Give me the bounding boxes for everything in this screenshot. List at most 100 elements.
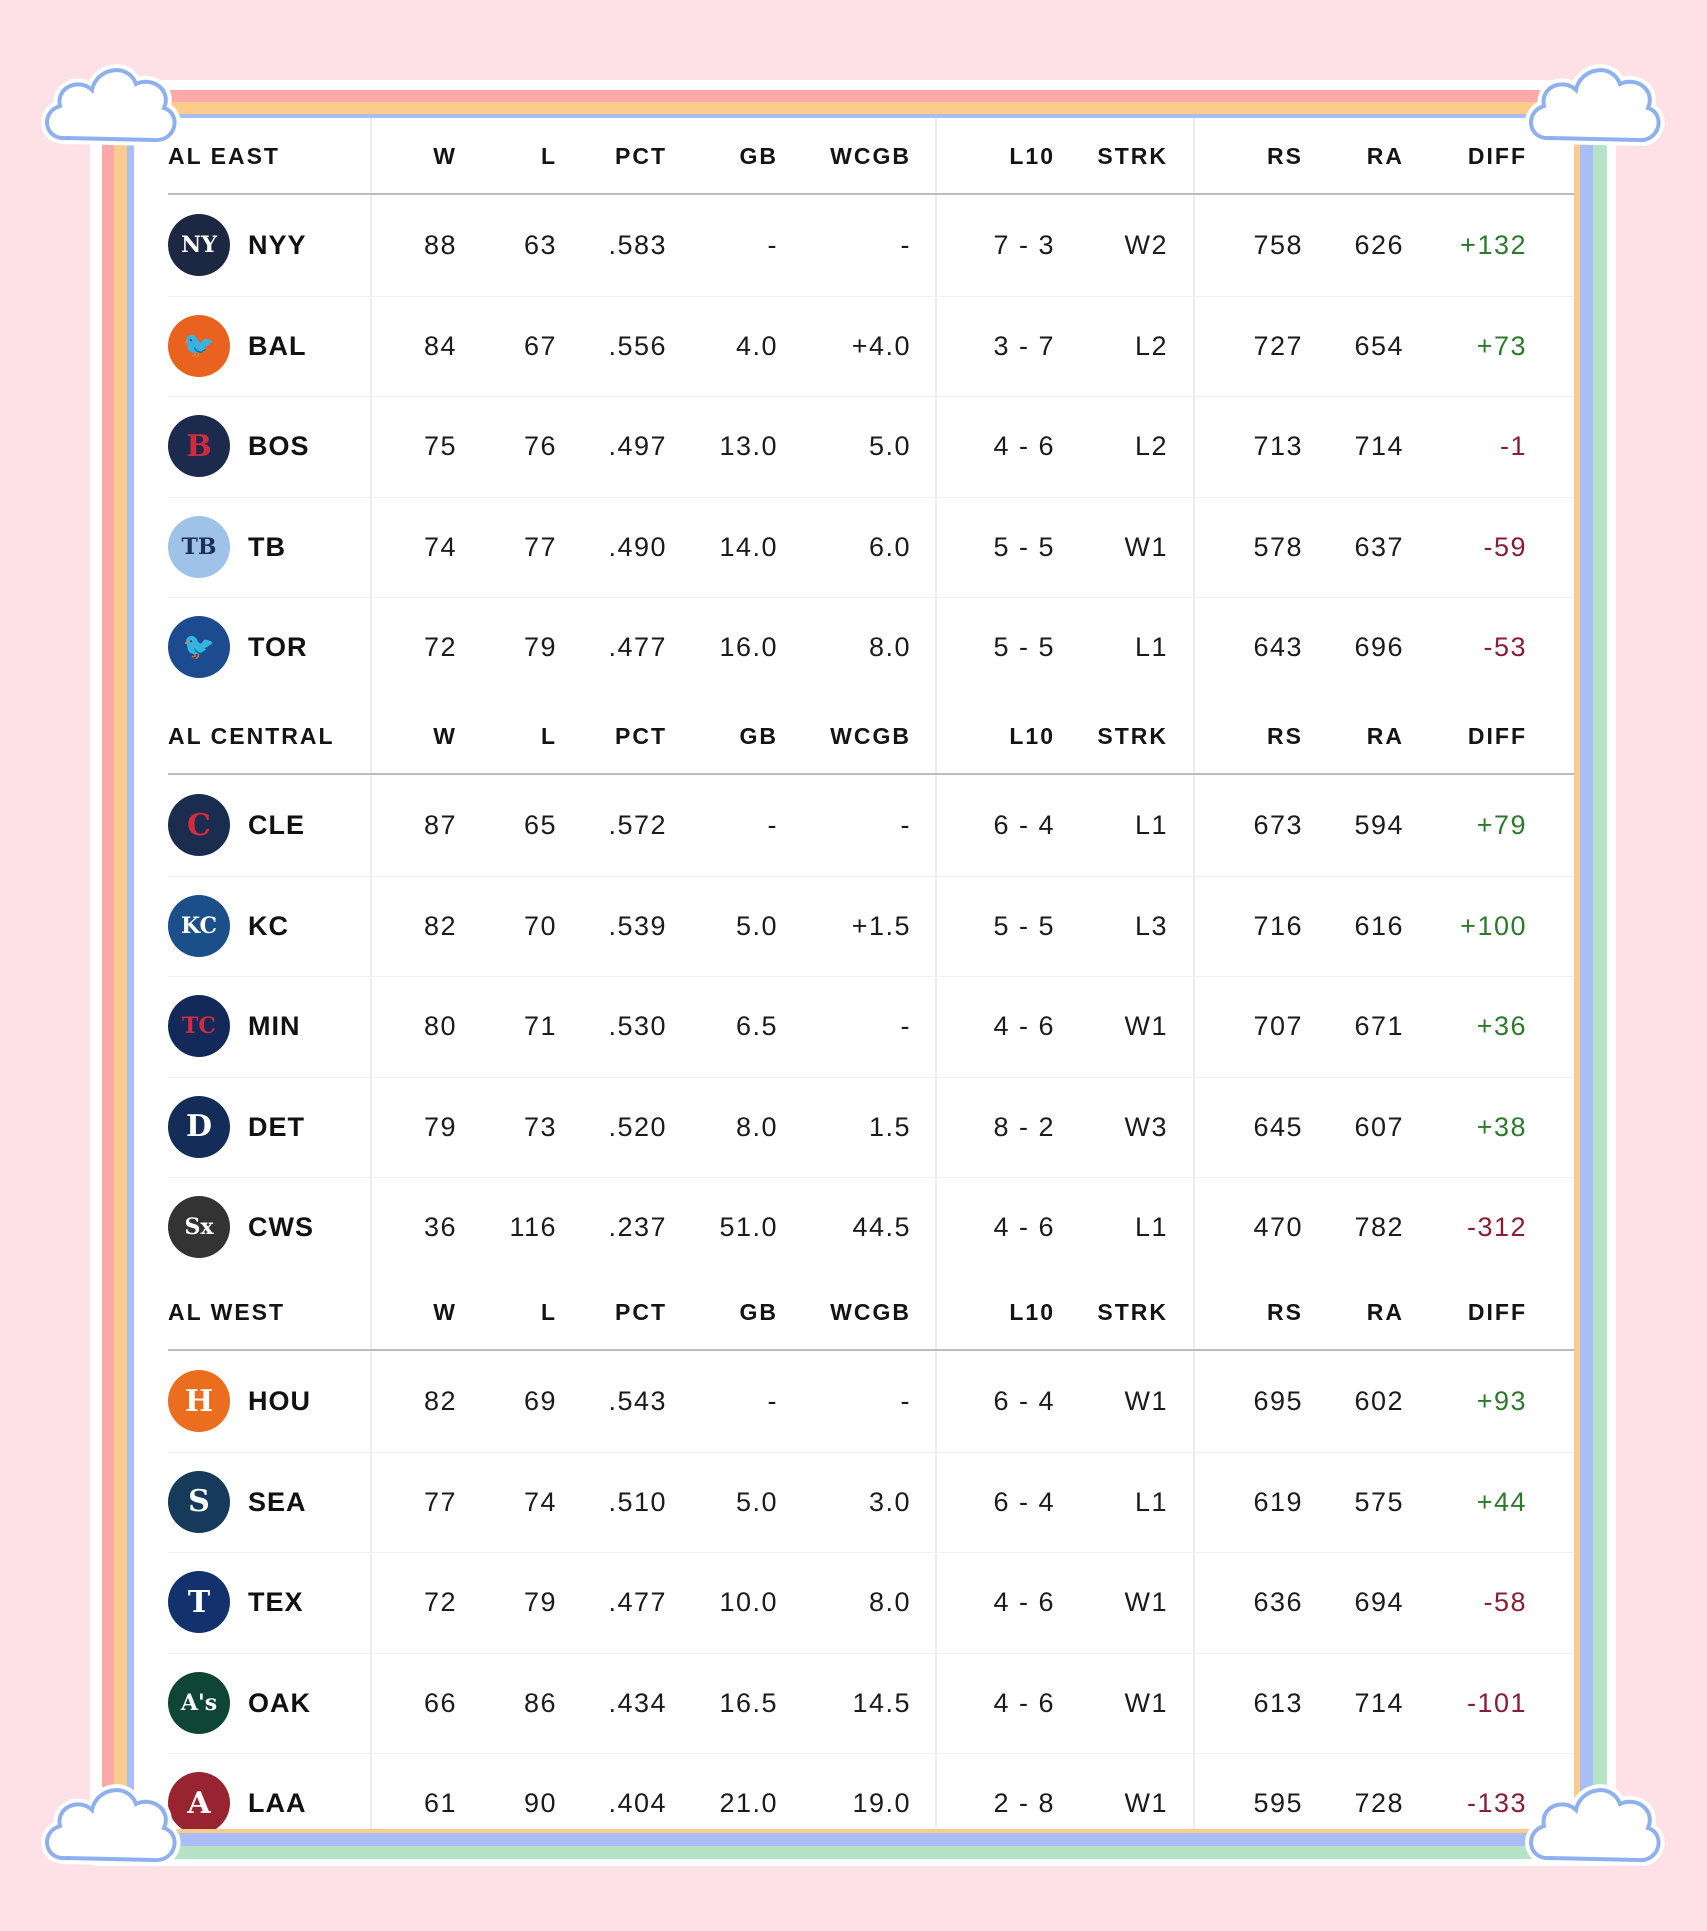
column-header-diff[interactable]: DIFF bbox=[1467, 723, 1527, 749]
cell-strk: L1 bbox=[1134, 1486, 1168, 1517]
cell-rs: 673 bbox=[1253, 810, 1303, 840]
column-header-l10[interactable]: L10 bbox=[1009, 723, 1055, 749]
column-header-w[interactable]: W bbox=[433, 143, 457, 169]
cell-strk: W1 bbox=[1124, 1687, 1168, 1718]
column-header-pct[interactable]: PCT bbox=[615, 1299, 667, 1325]
table-row-det[interactable]: D DET 79 73 .520 8.0 1.5 8 - 2 W3 645 607 +38 bbox=[134, 1076, 1574, 1177]
cell-gb: 14.0 bbox=[719, 531, 778, 562]
team-abbreviation[interactable]: KC bbox=[248, 910, 289, 941]
cell-wcgb: 44.5 bbox=[852, 1212, 911, 1242]
table-row-cws[interactable]: Sx CWS 36 116 .237 51.0 44.5 4 - 6 L1 470 782 -312 bbox=[134, 1177, 1574, 1277]
column-header-w[interactable]: W bbox=[433, 1299, 457, 1325]
team-abbreviation[interactable]: OAK bbox=[248, 1687, 311, 1718]
table-row-cle[interactable]: C CLE 87 65 .572 - - 6 - 4 L1 673 594 +79 bbox=[134, 775, 1574, 875]
division-header: AL WEST W L PCT GB WCGB L10 STRK RS RA DIFF bbox=[134, 1274, 1574, 1351]
cell-pct: .490 bbox=[608, 531, 667, 562]
team-abbreviation[interactable]: BOS bbox=[248, 431, 310, 461]
column-header-pct[interactable]: PCT bbox=[615, 723, 667, 749]
cell-rs: 470 bbox=[1253, 1212, 1303, 1242]
column-header-wcgb[interactable]: WCGB bbox=[830, 1299, 911, 1325]
cell-diff: +73 bbox=[1476, 330, 1527, 361]
cell-strk: L2 bbox=[1134, 431, 1168, 461]
column-header-l[interactable]: L bbox=[540, 143, 557, 169]
guardians-logo-icon: C bbox=[168, 794, 230, 856]
column-header-strk[interactable]: STRK bbox=[1097, 1299, 1168, 1325]
cell-pct: .477 bbox=[608, 632, 667, 662]
column-header-ra[interactable]: RA bbox=[1366, 1299, 1404, 1325]
cell-w: 77 bbox=[423, 1486, 457, 1517]
column-header-gb[interactable]: GB bbox=[739, 1299, 778, 1325]
column-header-rs[interactable]: RS bbox=[1267, 1299, 1303, 1325]
column-header-strk[interactable]: STRK bbox=[1097, 143, 1168, 169]
table-row-sea[interactable]: S SEA 77 74 .510 5.0 3.0 6 - 4 L1 619 575 +44 bbox=[134, 1451, 1574, 1552]
column-header-l[interactable]: L bbox=[540, 1299, 557, 1325]
column-header-l10[interactable]: L10 bbox=[1009, 143, 1055, 169]
table-row-bal[interactable]: 🐦 BAL 84 67 .556 4.0 +4.0 3 - 7 L2 727 654 +73 bbox=[134, 295, 1574, 396]
cell-diff: +93 bbox=[1476, 1386, 1527, 1416]
cell-wcgb: 8.0 bbox=[868, 1587, 911, 1617]
team-abbreviation[interactable]: MIN bbox=[248, 1011, 301, 1041]
table-row-tex[interactable]: T TEX 72 79 .477 10.0 8.0 4 - 6 W1 636 694 -58 bbox=[134, 1552, 1574, 1652]
team-abbreviation[interactable]: NYY bbox=[248, 230, 307, 260]
table-row-tor[interactable]: 🐦 TOR 72 79 .477 16.0 8.0 5 - 5 L1 643 696 -53 bbox=[134, 597, 1574, 697]
division-header: AL EAST W L PCT GB WCGB L10 STRK RS RA DIFF bbox=[134, 118, 1574, 195]
cell-wcgb: 3.0 bbox=[868, 1486, 911, 1517]
table-row-kc[interactable]: KC KC 82 70 .539 5.0 +1.5 5 - 5 L3 716 616 +100 bbox=[134, 875, 1574, 976]
team-abbreviation[interactable]: TOR bbox=[248, 632, 308, 662]
table-row-laa[interactable]: A LAA 61 90 .404 21.0 19.0 2 - 8 W1 595 728 -133 bbox=[134, 1753, 1574, 1829]
column-header-strk[interactable]: STRK bbox=[1097, 723, 1168, 749]
table-row-nyy[interactable]: NY NYY 88 63 .583 - - 7 - 3 W2 758 626 +132 bbox=[134, 195, 1574, 295]
cell-l: 67 bbox=[523, 330, 557, 361]
column-header-wcgb[interactable]: WCGB bbox=[830, 143, 911, 169]
row-separator bbox=[168, 396, 1574, 397]
cell-l: 79 bbox=[523, 632, 557, 662]
rainbow-stripe-blue-right bbox=[1580, 114, 1593, 1846]
column-header-diff[interactable]: DIFF bbox=[1467, 1299, 1527, 1325]
column-header-ra[interactable]: RA bbox=[1366, 723, 1404, 749]
team-abbreviation[interactable]: HOU bbox=[248, 1386, 311, 1416]
cell-ra: 696 bbox=[1354, 632, 1404, 662]
cell-w: 82 bbox=[423, 1386, 457, 1416]
team-abbreviation[interactable]: CLE bbox=[248, 810, 305, 840]
white-sox-logo-icon: Sx bbox=[168, 1196, 230, 1258]
column-header-ra[interactable]: RA bbox=[1366, 143, 1404, 169]
team-abbreviation[interactable]: LAA bbox=[248, 1788, 307, 1818]
cell-rs: 619 bbox=[1253, 1486, 1303, 1517]
team-abbreviation[interactable]: CWS bbox=[248, 1212, 314, 1242]
team-abbreviation[interactable]: DET bbox=[248, 1111, 305, 1142]
column-header-rs[interactable]: RS bbox=[1267, 143, 1303, 169]
cell-strk: W1 bbox=[1124, 1788, 1168, 1818]
cell-l10: 8 - 2 bbox=[993, 1111, 1055, 1142]
cell-l: 79 bbox=[523, 1587, 557, 1617]
column-header-wcgb[interactable]: WCGB bbox=[830, 723, 911, 749]
column-header-pct[interactable]: PCT bbox=[615, 143, 667, 169]
team-abbreviation[interactable]: TB bbox=[248, 531, 286, 562]
row-separator bbox=[168, 1451, 1574, 1453]
cell-wcgb: +4.0 bbox=[851, 330, 911, 361]
cell-w: 36 bbox=[423, 1212, 457, 1242]
team-abbreviation[interactable]: TEX bbox=[248, 1587, 304, 1617]
cloud-icon-top-right bbox=[1525, 64, 1665, 146]
column-header-l[interactable]: L bbox=[540, 723, 557, 749]
table-row-bos[interactable]: B BOS 75 76 .497 13.0 5.0 4 - 6 L2 713 714 -1 bbox=[134, 396, 1574, 496]
column-header-rs[interactable]: RS bbox=[1267, 723, 1303, 749]
column-header-diff[interactable]: DIFF bbox=[1467, 143, 1527, 169]
table-row-tb[interactable]: TB TB 74 77 .490 14.0 6.0 5 - 5 W1 578 637 -59 bbox=[134, 496, 1574, 597]
column-header-w[interactable]: W bbox=[433, 723, 457, 749]
cell-wcgb: 1.5 bbox=[868, 1111, 911, 1142]
cell-diff: -58 bbox=[1483, 1587, 1527, 1617]
twins-logo-icon: TC bbox=[168, 995, 230, 1057]
table-row-min[interactable]: TC MIN 80 71 .530 6.5 - 4 - 6 W1 707 671 +36 bbox=[134, 976, 1574, 1076]
table-row-hou[interactable]: H HOU 82 69 .543 - - 6 - 4 W1 695 602 +93 bbox=[134, 1351, 1574, 1451]
table-row-oak[interactable]: A's OAK 66 86 .434 16.5 14.5 4 - 6 W1 613 714 -101 bbox=[134, 1652, 1574, 1753]
column-header-gb[interactable]: GB bbox=[739, 143, 778, 169]
cell-pct: .520 bbox=[608, 1111, 667, 1142]
team-abbreviation[interactable]: SEA bbox=[248, 1486, 307, 1517]
column-header-l10[interactable]: L10 bbox=[1009, 1299, 1055, 1325]
cell-ra: 714 bbox=[1354, 431, 1404, 461]
tigers-logo-icon: D bbox=[168, 1095, 230, 1158]
blue-jays-logo-icon: 🐦 bbox=[168, 616, 230, 678]
team-abbreviation[interactable]: BAL bbox=[248, 330, 307, 361]
column-header-gb[interactable]: GB bbox=[739, 723, 778, 749]
cell-l: 116 bbox=[509, 1212, 557, 1242]
